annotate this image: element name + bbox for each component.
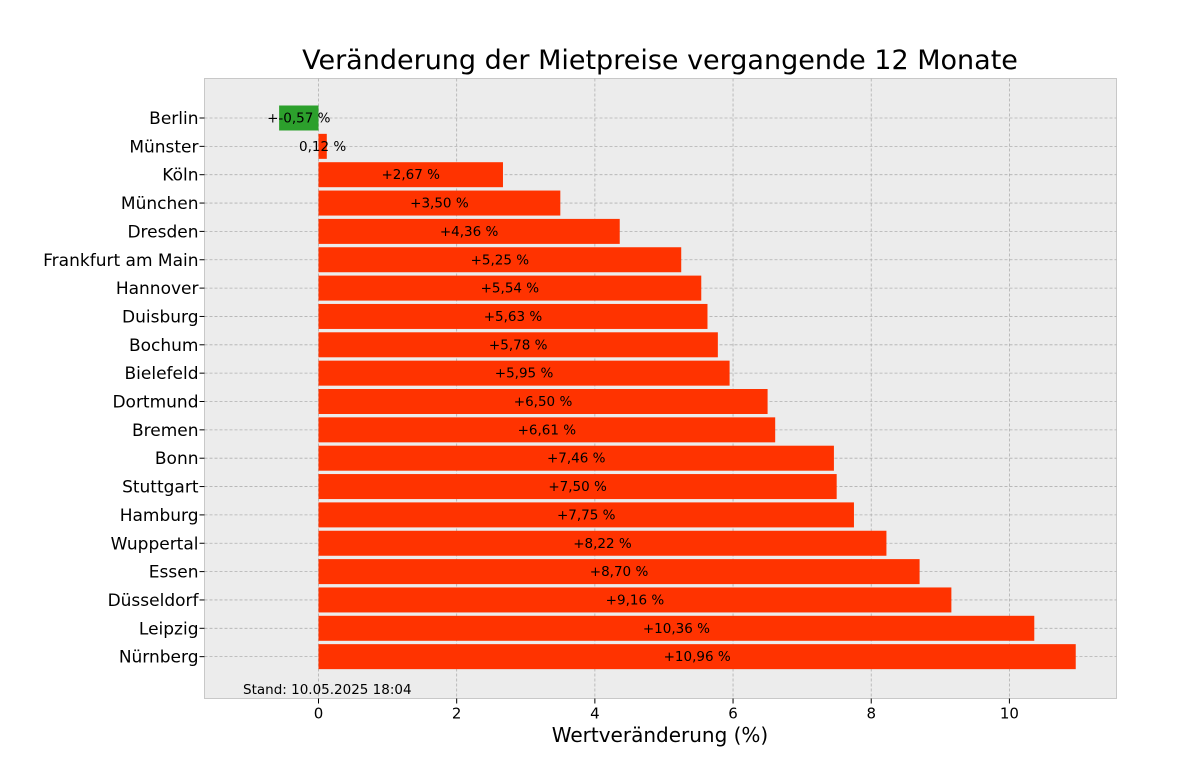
bar-value-label: +4,36 % (440, 224, 499, 240)
bar (318, 247, 682, 273)
bar-value-label: +5,25 % (471, 252, 530, 268)
x-tick-label: 6 (728, 705, 738, 723)
category-label: Dresden (127, 222, 198, 242)
bar (318, 502, 854, 528)
category-label: Frankfurt am Main (43, 251, 198, 271)
bar (318, 389, 768, 414)
category-label: Hamburg (120, 506, 199, 526)
category-label: Köln (162, 166, 198, 186)
bar (318, 133, 327, 159)
x-tick-label: 4 (590, 705, 600, 723)
bar (318, 360, 730, 386)
bar-value-label: +7,46 % (547, 451, 606, 467)
category-label: Stuttgart (122, 478, 199, 498)
bar (318, 530, 887, 556)
bar (279, 105, 319, 131)
category-label: Bonn (155, 449, 199, 469)
bar-value-label: +7,50 % (548, 479, 607, 495)
category-label: Essen (149, 563, 199, 583)
bar-value-label: +9,16 % (606, 592, 665, 608)
bar (318, 644, 1076, 670)
bar-value-label: +5,95 % (495, 366, 554, 382)
bar (318, 303, 708, 329)
y-axis: Berlin Münster Köln München Dresden Frankfurt… (43, 109, 205, 668)
x-tick-label: 8 (866, 705, 876, 723)
bar-value-label: +8,22 % (573, 536, 632, 552)
chart-title: Veränderung der Mietpreise vergangende 1… (302, 45, 1018, 76)
category-label: Bochum (129, 336, 199, 356)
bar (318, 162, 503, 188)
bar-value-label: +10,36 % (643, 621, 710, 637)
bar-value-label: +10,96 % (664, 649, 731, 665)
x-tick-label: 0 (314, 705, 324, 723)
bar-value-label: +7,75 % (557, 507, 616, 523)
category-label: München (121, 194, 199, 214)
bar-value-label: +5,54 % (481, 281, 540, 297)
bar-value-label: +5,78 % (489, 337, 548, 353)
bar (318, 417, 776, 443)
bar-value-label: +3,50 % (410, 196, 469, 212)
bar-value-label: +6,61 % (518, 422, 577, 438)
bar-value-label: +8,70 % (590, 564, 649, 580)
bar-value-label: +-0,57 % (267, 111, 331, 127)
bar (318, 615, 1035, 641)
x-tick-label: 10 (1000, 705, 1019, 723)
bar (318, 218, 620, 244)
bar (318, 559, 920, 585)
bar-value-label: 0,12 % (299, 139, 346, 155)
category-label: Wuppertal (111, 534, 199, 554)
category-label: Bielefeld (125, 364, 199, 384)
category-label: Bremen (132, 421, 199, 441)
bar (318, 587, 952, 613)
timestamp-annotation: Stand: 10.05.2025 18:04 (243, 682, 412, 698)
x-axis: 0 2 4 6 8 10 (314, 698, 1019, 723)
category-label: Leipzig (139, 619, 199, 639)
category-label: Duisburg (122, 307, 199, 327)
bar (318, 474, 837, 500)
x-tick-label: 2 (452, 705, 462, 723)
bars-layer (279, 105, 1076, 670)
bar-value-label: +2,67 % (381, 167, 440, 183)
bar (318, 275, 702, 301)
bar (318, 190, 561, 216)
category-label: Düsseldorf (108, 591, 200, 611)
bar (318, 332, 718, 358)
category-label: Münster (129, 137, 198, 157)
data-labels-layer: +-0,57 % 0,12 % +2,67 % +3,50 % +4,36 % +5,25… (267, 111, 731, 666)
category-label: Berlin (149, 109, 198, 129)
category-label: Nürnberg (119, 648, 199, 668)
bar-value-label: +6,50 % (514, 394, 573, 410)
x-axis-label: Wertveränderung (%) (552, 723, 769, 747)
category-label: Hannover (116, 279, 199, 299)
category-label: Dortmund (112, 393, 198, 413)
bar-value-label: +5,63 % (484, 309, 543, 325)
bar (318, 445, 834, 471)
